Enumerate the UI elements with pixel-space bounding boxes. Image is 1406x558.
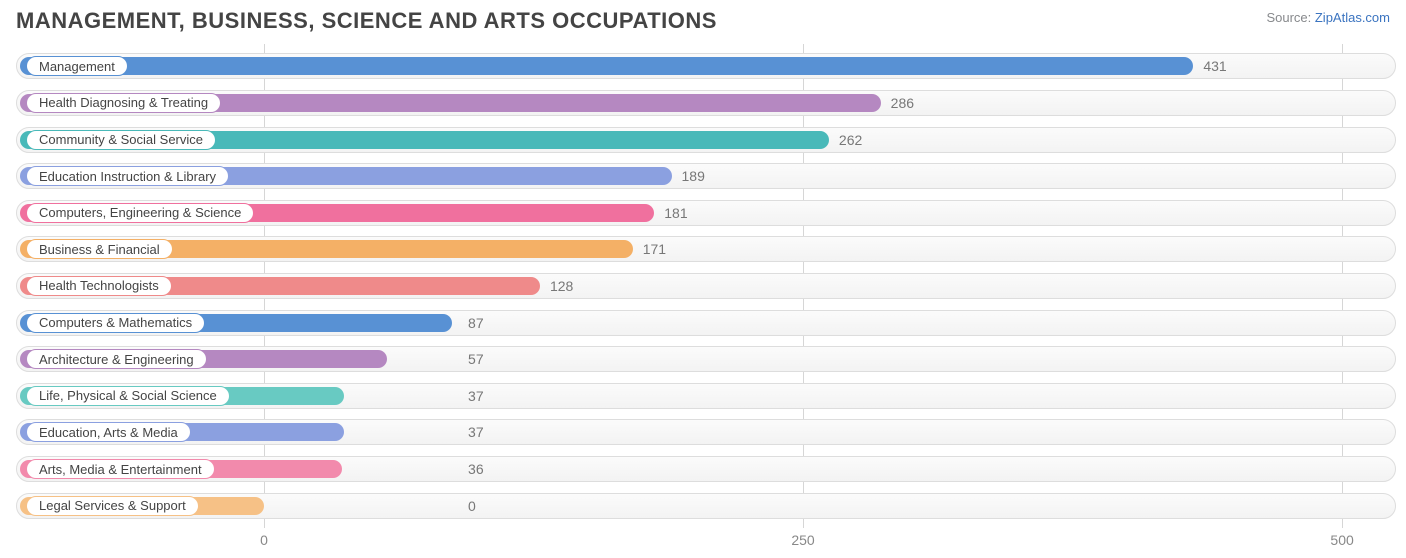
bar-value: 37 (458, 419, 484, 445)
bar-value: 286 (881, 90, 914, 116)
bar-value: 171 (633, 236, 666, 262)
bar-value: 36 (458, 456, 484, 482)
axis-tick-label: 500 (1330, 532, 1353, 548)
bar-label: Architecture & Engineering (26, 349, 207, 369)
bar-value: 37 (458, 383, 484, 409)
bar-row: Legal Services & Support 0 (16, 493, 1396, 519)
bar-value: 128 (540, 273, 573, 299)
bar-row: Health Technologists 128 (16, 273, 1396, 299)
source-attribution: Source: ZipAtlas.com (1266, 8, 1390, 25)
bar-value: 262 (829, 127, 862, 153)
source-link[interactable]: ZipAtlas.com (1315, 10, 1390, 25)
bar-row: Community & Social Service 262 (16, 127, 1396, 153)
bar-value: 87 (458, 310, 484, 336)
bar-value: 181 (654, 200, 687, 226)
bar-row: Business & Financial 171 (16, 236, 1396, 262)
bar-label: Computers, Engineering & Science (26, 203, 254, 223)
bar-label: Life, Physical & Social Science (26, 386, 230, 406)
x-axis: 0 250 500 (16, 532, 1396, 552)
bar-label: Education Instruction & Library (26, 166, 229, 186)
bar-value: 431 (1193, 53, 1226, 79)
chart-area: Management 431 Health Diagnosing & Treatin… (16, 44, 1396, 528)
bar-label: Community & Social Service (26, 130, 216, 150)
bar-label: Computers & Mathematics (26, 313, 205, 333)
bar-row: Management 431 (16, 53, 1396, 79)
chart-title: MANAGEMENT, BUSINESS, SCIENCE AND ARTS O… (16, 8, 717, 34)
bar-value: 189 (672, 163, 705, 189)
bar-row: Computers, Engineering & Science 181 (16, 200, 1396, 226)
bar-value: 57 (458, 346, 484, 372)
axis-tick-label: 0 (260, 532, 268, 548)
bar-value: 0 (458, 493, 476, 519)
bar-row: Arts, Media & Entertainment 36 (16, 456, 1396, 482)
bar-label: Business & Financial (26, 239, 173, 259)
source-prefix: Source: (1266, 10, 1314, 25)
bar-label: Management (26, 56, 128, 76)
bar-row: Education Instruction & Library 189 (16, 163, 1396, 189)
bar-label: Health Technologists (26, 276, 172, 296)
bar-row: Architecture & Engineering 57 (16, 346, 1396, 372)
axis-tick-label: 250 (791, 532, 814, 548)
bar-label: Arts, Media & Entertainment (26, 459, 215, 479)
bar-label: Legal Services & Support (26, 496, 199, 516)
bar-row: Health Diagnosing & Treating 286 (16, 90, 1396, 116)
bar-fill (20, 57, 1193, 75)
bar-label: Health Diagnosing & Treating (26, 93, 221, 113)
bar-row: Life, Physical & Social Science 37 (16, 383, 1396, 409)
bar-row: Education, Arts & Media 37 (16, 419, 1396, 445)
bar-row: Computers & Mathematics 87 (16, 310, 1396, 336)
bar-label: Education, Arts & Media (26, 422, 191, 442)
bars-container: Management 431 Health Diagnosing & Treatin… (16, 44, 1396, 528)
